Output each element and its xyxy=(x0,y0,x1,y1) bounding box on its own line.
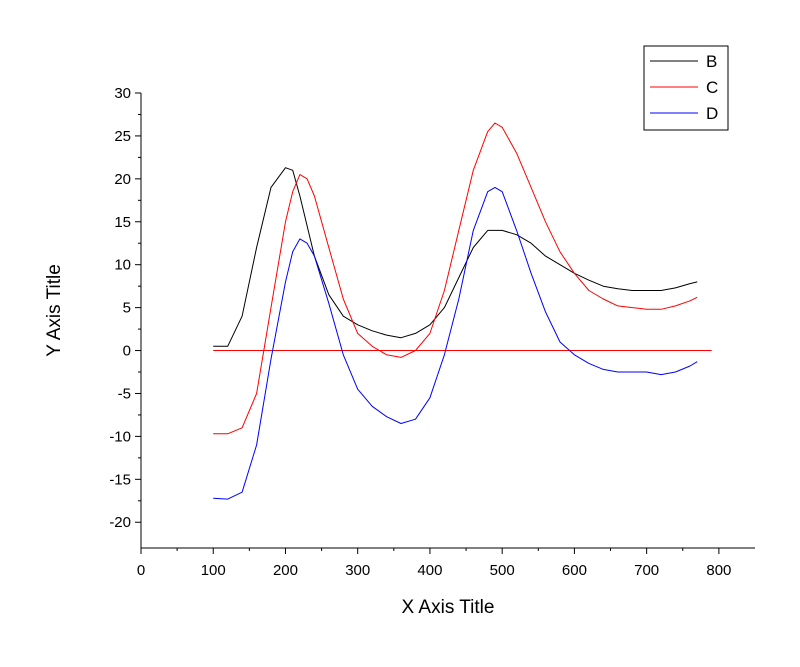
y-tick-label: 5 xyxy=(123,300,131,317)
x-tick-label: 300 xyxy=(345,562,370,579)
series-line-b xyxy=(213,167,698,347)
y-axis-title: Y Axis Title xyxy=(44,264,65,357)
y-tick-label: -5 xyxy=(118,385,131,402)
y-tick-label: 25 xyxy=(114,128,131,145)
legend-label-b: B xyxy=(706,52,717,71)
x-tick-label: 800 xyxy=(706,562,731,579)
series-line-d xyxy=(213,186,698,500)
legend-label-d: D xyxy=(706,104,718,123)
plot-area xyxy=(213,122,712,500)
legend-box xyxy=(643,45,729,131)
x-tick-label: 600 xyxy=(562,562,587,579)
legend-label-c: C xyxy=(706,78,718,97)
legend: BCD xyxy=(643,45,729,131)
x-axis-title: X Axis Title xyxy=(402,597,495,618)
y-tick-label: 10 xyxy=(114,257,131,274)
x-tick-label: 400 xyxy=(417,562,442,579)
axes: 0 100 200 300 400 500 600 700 800 -20 -15 -10 -5 0 5 10… xyxy=(109,85,755,579)
x-tick-label: 700 xyxy=(634,562,659,579)
x-tick-label: 100 xyxy=(201,562,226,579)
y-tick-label: -10 xyxy=(109,428,131,445)
x-tick-label: 500 xyxy=(490,562,515,579)
y-tick-label: -20 xyxy=(109,514,131,531)
y-tick-label: -15 xyxy=(109,471,131,488)
y-tick-label: 0 xyxy=(123,343,131,360)
x-tick-label: 0 xyxy=(137,562,145,579)
y-tick-label: 15 xyxy=(114,214,131,231)
y-tick-label: 30 xyxy=(114,85,131,102)
series-line-c xyxy=(213,122,698,435)
y-tick-label: 20 xyxy=(114,171,131,188)
x-tick-label: 200 xyxy=(273,562,298,579)
